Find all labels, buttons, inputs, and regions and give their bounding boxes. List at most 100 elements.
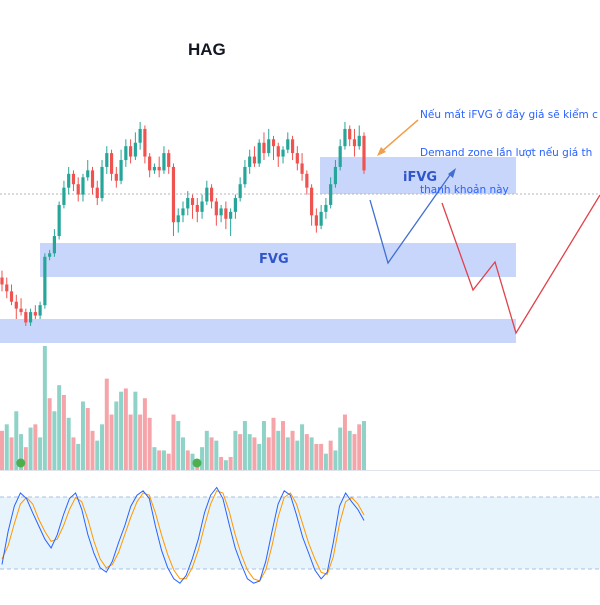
dividend-marker-icon[interactable]	[16, 458, 26, 468]
volume-bar	[166, 453, 171, 470]
candle-body	[319, 211, 323, 226]
candle-body	[324, 204, 328, 212]
volume-bar	[0, 430, 4, 470]
candle-body	[28, 312, 33, 323]
volume-bar	[357, 424, 362, 470]
candle-body	[224, 208, 228, 219]
volume-bar	[328, 440, 333, 470]
annotation-line: Demand zone lần lượt nếu giá th	[420, 146, 593, 159]
candle-body	[305, 173, 309, 188]
ifvg-zone	[320, 157, 516, 194]
candle-body	[100, 166, 104, 199]
candle-body	[5, 284, 9, 292]
candle-body	[162, 153, 166, 171]
candle-body	[281, 149, 285, 157]
volume-bar	[304, 434, 309, 470]
volume-bar	[19, 434, 24, 470]
volume-bar	[61, 394, 66, 470]
candle-body	[95, 187, 99, 199]
volume-bar	[228, 456, 233, 470]
ifvg-label: iFVG	[403, 170, 438, 185]
volume-bar	[319, 443, 324, 470]
volume-bar	[209, 437, 214, 470]
annotation-arrow	[380, 119, 419, 153]
candle-body	[0, 277, 4, 285]
candle-body	[219, 208, 223, 216]
volume-bar	[352, 434, 357, 470]
volume-bar	[323, 453, 328, 470]
candle-body	[214, 201, 218, 216]
volume-bar	[333, 450, 338, 470]
candle-body	[238, 184, 242, 199]
volume-bar	[309, 437, 314, 470]
candle-body	[9, 291, 14, 302]
volume-bar	[71, 437, 76, 470]
dividend-marker-icon[interactable]	[192, 458, 202, 468]
volume-bar	[104, 378, 109, 470]
candle-body	[233, 198, 237, 212]
volume-bar	[290, 430, 295, 470]
volume-bar	[76, 443, 81, 470]
volume-bar	[281, 421, 286, 470]
volume-bar	[57, 385, 62, 470]
candle-body	[267, 139, 271, 154]
volume-bar	[242, 421, 247, 470]
volume-bar	[252, 437, 257, 470]
volume-bar	[181, 437, 185, 470]
volume-bar	[223, 460, 228, 470]
candle-body	[19, 308, 23, 313]
volume-bar	[42, 346, 47, 470]
volume-bar	[190, 453, 195, 470]
chart-title: HAG	[188, 40, 226, 59]
volume-bar	[47, 398, 52, 470]
volume-bar	[347, 430, 352, 470]
candle-body	[257, 142, 261, 164]
volume-bar	[119, 391, 124, 470]
volume-bar	[362, 421, 366, 470]
candle-body	[352, 139, 357, 147]
volume-bar	[100, 424, 105, 470]
annotation-line: thanh khoản này	[420, 184, 509, 196]
candle-body	[129, 146, 133, 157]
candle-body	[200, 201, 204, 212]
volume-bar	[23, 447, 28, 470]
candle-body	[48, 253, 52, 257]
volume-bar	[200, 447, 205, 470]
candle-body	[71, 173, 76, 185]
candle-body	[348, 128, 352, 140]
volume-bar	[271, 417, 276, 470]
volume-bar	[214, 440, 219, 470]
fvg-zone	[40, 243, 516, 277]
volume-bar	[176, 421, 181, 470]
candle-body	[176, 215, 180, 223]
candle-body	[329, 184, 333, 205]
candle-body	[62, 187, 66, 205]
candle-body	[152, 166, 157, 171]
volume-bar	[295, 440, 300, 470]
candle-body	[248, 156, 252, 167]
candle-body	[148, 156, 152, 171]
candle-body	[24, 312, 28, 323]
candle-body	[195, 204, 199, 212]
candle-body	[76, 184, 80, 195]
candle-body	[290, 139, 295, 154]
volume-bar	[219, 456, 224, 470]
candle-body	[181, 208, 185, 216]
demand-zone	[0, 319, 516, 343]
candle-body	[243, 166, 247, 185]
candle-body	[252, 156, 257, 164]
volume-bar	[138, 414, 143, 470]
candle-body	[43, 256, 47, 306]
arrowhead-icon	[377, 147, 386, 156]
arrowhead-icon	[448, 168, 456, 178]
red-projection-path	[441, 194, 600, 335]
volume-bar	[52, 411, 57, 470]
candle-body	[114, 173, 118, 181]
volume-bar	[66, 417, 71, 470]
oscillator-k-line	[1, 486, 365, 584]
candle-body	[271, 139, 276, 147]
candle-body	[86, 170, 90, 178]
volume-bar	[247, 434, 252, 470]
